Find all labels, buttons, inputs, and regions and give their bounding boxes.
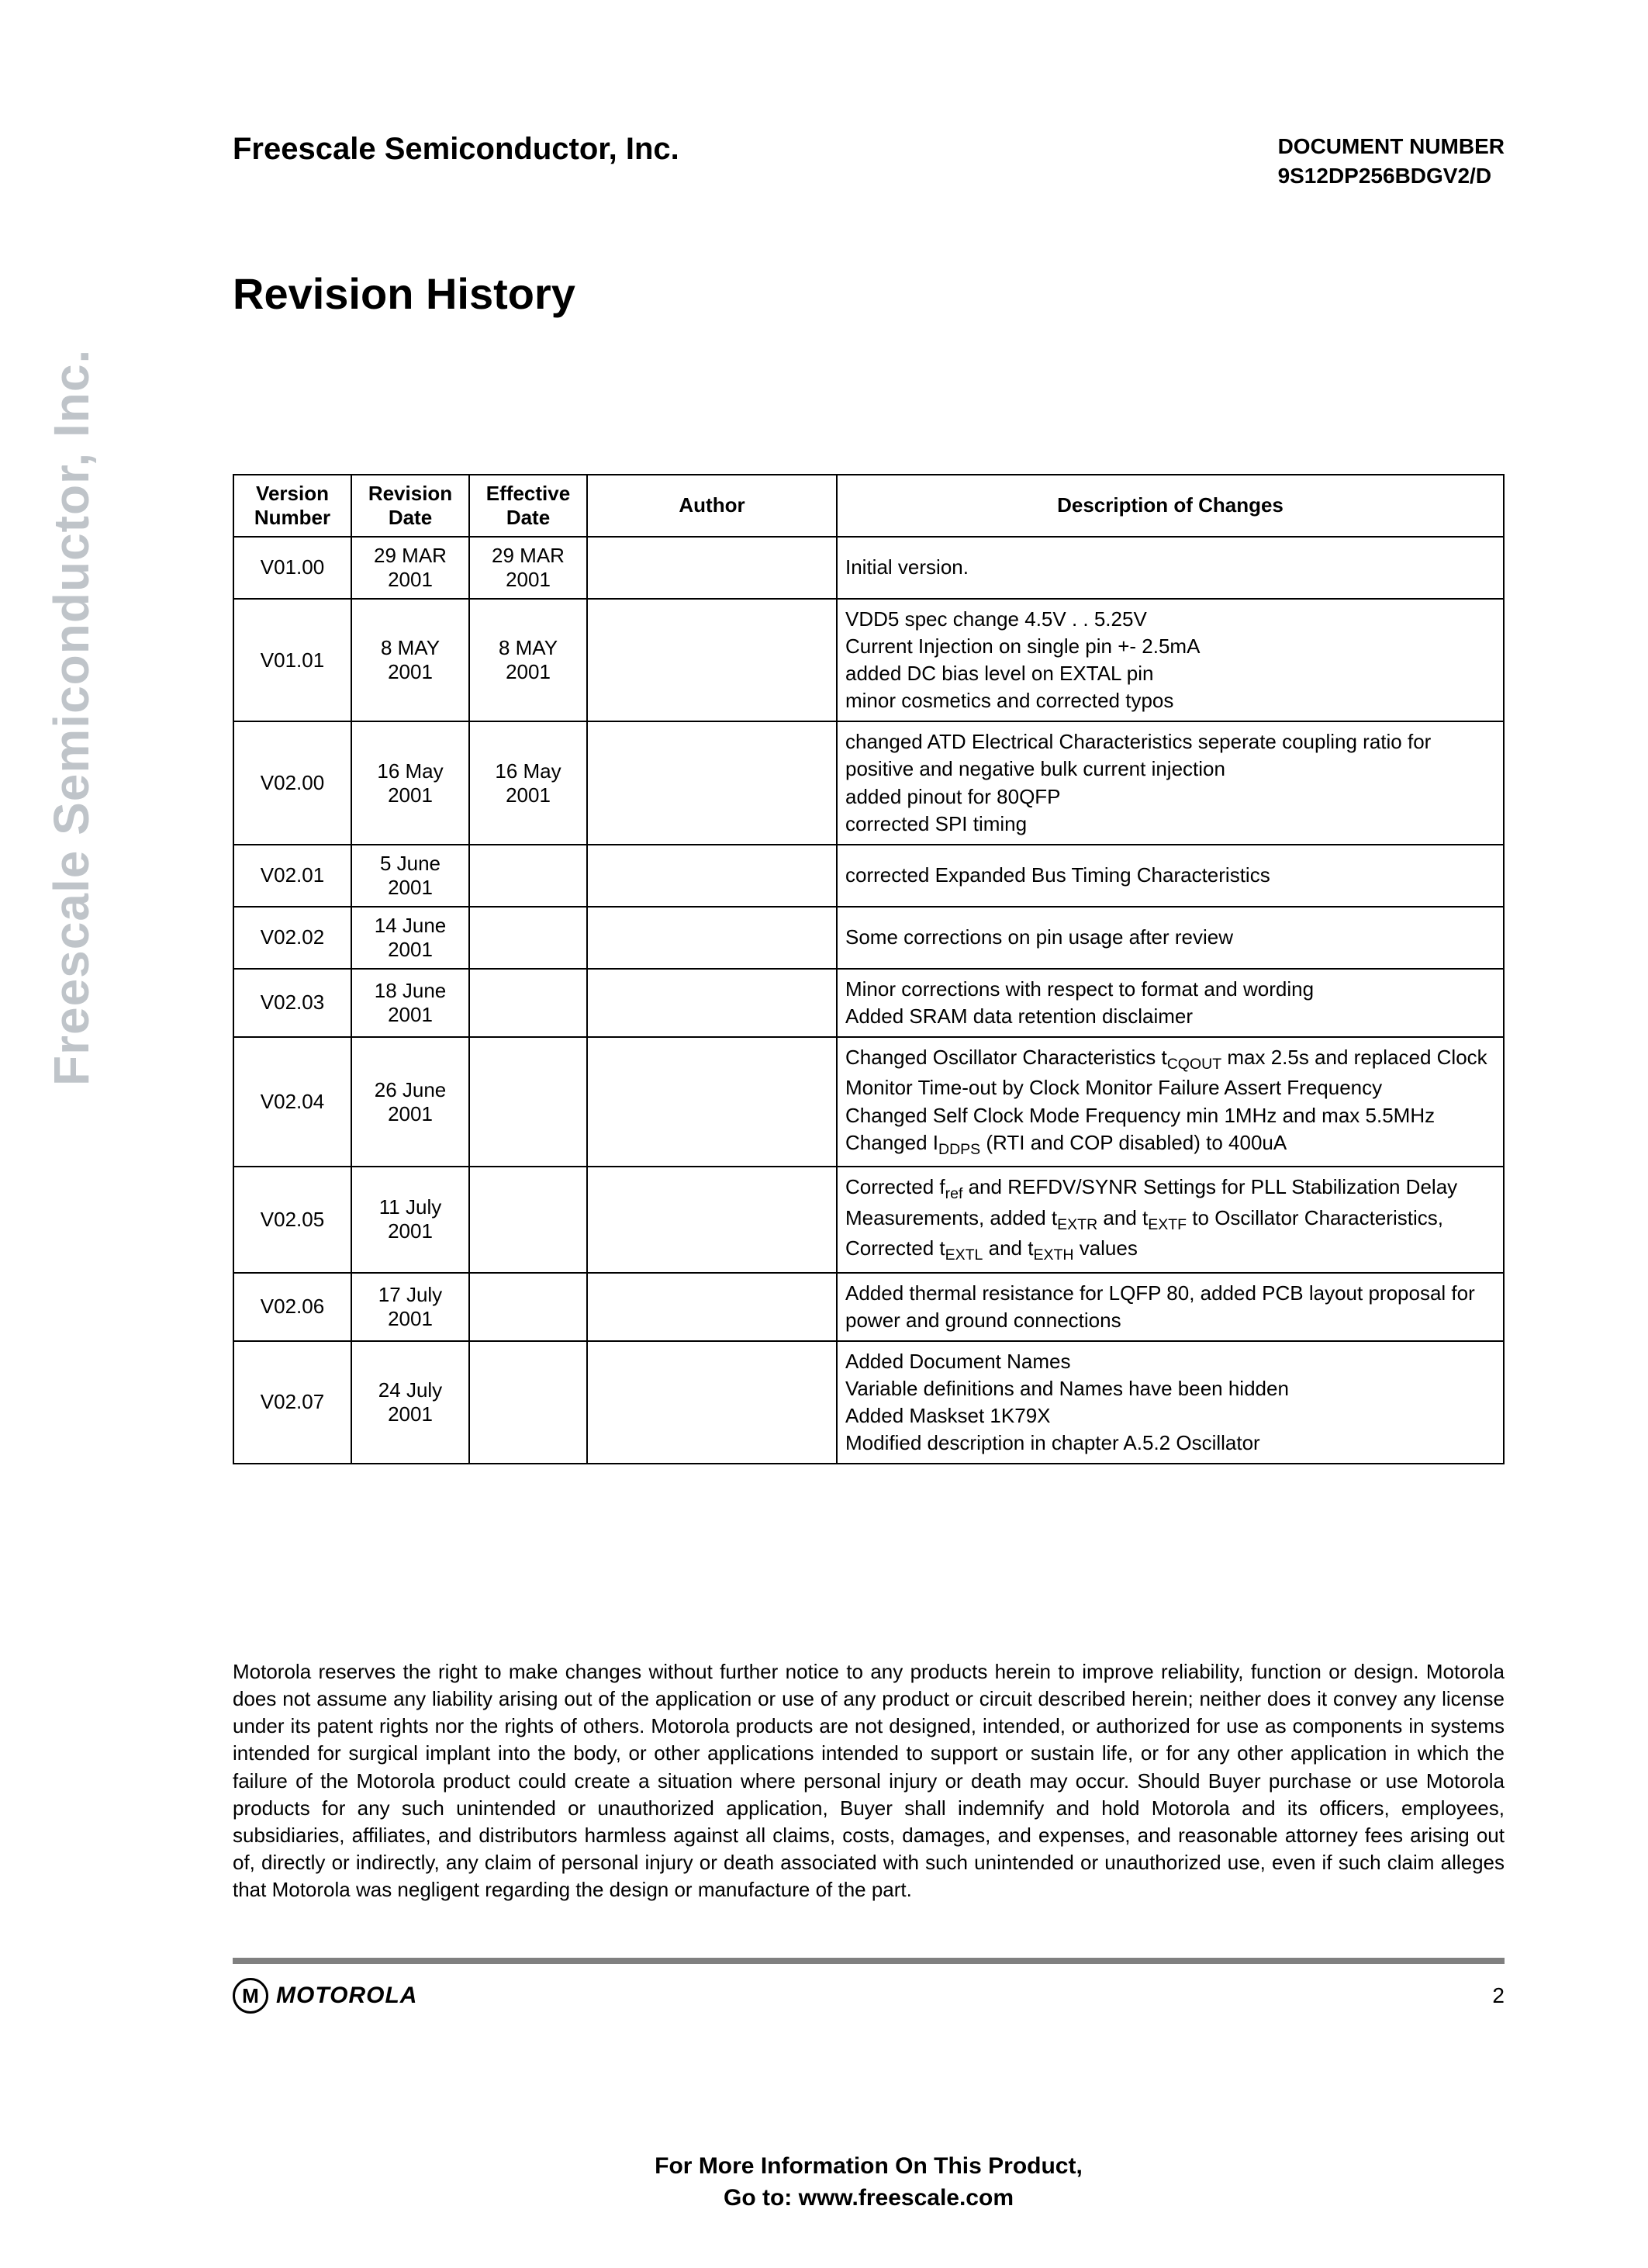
page-content: Freescale Semiconductor, Inc. DOCUMENT N… [233,132,1505,2014]
cell-revision-date: 14 June2001 [351,907,469,969]
cell-author [587,1341,837,1464]
col-header-author: Author [587,475,837,537]
cell-author [587,537,837,599]
cell-effective-date: 8 MAY2001 [469,599,587,721]
footer-more-info-line1: For More Information On This Product, [233,2151,1505,2183]
cell-revision-date: 26 June2001 [351,1037,469,1167]
table-row: V02.0016 May200116 May2001changed ATD El… [233,721,1504,844]
table-row: V02.0617 July2001 Added thermal resistanc… [233,1273,1504,1341]
cell-version: V02.00 [233,721,351,844]
cell-description: Initial version. [837,537,1504,599]
motorola-logo: M MOTOROLA [233,1978,417,2014]
cell-effective-date [469,969,587,1037]
cell-effective-date [469,1273,587,1341]
table-row: V02.015 June2001 corrected Expanded Bus T… [233,845,1504,907]
col-header-effdate: EffectiveDate [469,475,587,537]
cell-version: V01.00 [233,537,351,599]
cell-revision-date: 8 MAY2001 [351,599,469,721]
cell-author [587,1037,837,1167]
cell-version: V02.02 [233,907,351,969]
cell-effective-date [469,1037,587,1167]
footer-more-info: For More Information On This Product, Go… [233,2151,1505,2214]
cell-revision-date: 5 June2001 [351,845,469,907]
cell-revision-date: 11 July2001 [351,1167,469,1273]
col-header-revdate: RevisionDate [351,475,469,537]
table-row: V02.0426 June2001 Changed Oscillator Char… [233,1037,1504,1167]
header-row: Freescale Semiconductor, Inc. DOCUMENT N… [233,132,1505,191]
cell-description: Minor corrections with respect to format… [837,969,1504,1037]
cell-version: V01.01 [233,599,351,721]
cell-author [587,845,837,907]
doc-number-value: 9S12DP256BDGV2/D [1278,161,1505,191]
cell-revision-date: 18 June2001 [351,969,469,1037]
table-header-row: VersionNumber RevisionDate EffectiveDate… [233,475,1504,537]
cell-description: Corrected fref and REFDV/SYNR Settings f… [837,1167,1504,1273]
motorola-logo-word: MOTOROLA [276,1983,417,2009]
cell-revision-date: 17 July2001 [351,1273,469,1341]
side-company-text: Freescale Semiconductor, Inc. [43,349,100,1086]
cell-version: V02.01 [233,845,351,907]
legal-disclaimer: Motorola reserves the right to make chan… [233,1658,1505,1903]
cell-revision-date: 24 July2001 [351,1341,469,1464]
cell-effective-date: 29 MAR2001 [469,537,587,599]
cell-description: Added thermal resistance for LQFP 80, ad… [837,1273,1504,1341]
cell-author [587,1167,837,1273]
cell-effective-date [469,1341,587,1464]
motorola-logo-mark: M [233,1978,268,2014]
col-header-version: VersionNumber [233,475,351,537]
table-row: V01.0029 MAR200129 MAR2001Initial versio… [233,537,1504,599]
cell-version: V02.04 [233,1037,351,1167]
cell-description: changed ATD Electrical Characteristics s… [837,721,1504,844]
doc-number-block: DOCUMENT NUMBER 9S12DP256BDGV2/D [1278,132,1505,191]
footer-rule [233,1958,1505,1964]
footer-row: M MOTOROLA 2 [233,1978,1505,2014]
table-row: V02.0318 June2001 Minor corrections with … [233,969,1504,1037]
table-row: V01.018 MAY20018 MAY2001VDD5 spec change… [233,599,1504,721]
cell-description: VDD5 spec change 4.5V . . 5.25VCurrent I… [837,599,1504,721]
page-title: Revision History [233,268,1505,319]
cell-version: V02.03 [233,969,351,1037]
cell-effective-date [469,1167,587,1273]
cell-version: V02.05 [233,1167,351,1273]
table-row: V02.0724 July2001 Added Document NamesVar… [233,1341,1504,1464]
cell-effective-date [469,907,587,969]
cell-author [587,1273,837,1341]
cell-description: Changed Oscillator Characteristics tCQOU… [837,1037,1504,1167]
table-row: V02.0214 June2001 Some corrections on pin… [233,907,1504,969]
cell-author [587,721,837,844]
cell-version: V02.07 [233,1341,351,1464]
page-number: 2 [1492,1983,1505,2008]
table-row: V02.0511 July2001 Corrected fref and REFD… [233,1167,1504,1273]
cell-revision-date: 16 May2001 [351,721,469,844]
cell-effective-date: 16 May2001 [469,721,587,844]
revision-history-table: VersionNumber RevisionDate EffectiveDate… [233,474,1505,1465]
doc-number-label: DOCUMENT NUMBER [1278,132,1505,161]
col-header-desc: Description of Changes [837,475,1504,537]
company-name: Freescale Semiconductor, Inc. [233,132,679,167]
cell-author [587,969,837,1037]
cell-description: corrected Expanded Bus Timing Characteri… [837,845,1504,907]
cell-author [587,599,837,721]
cell-revision-date: 29 MAR2001 [351,537,469,599]
cell-effective-date [469,845,587,907]
cell-author [587,907,837,969]
cell-description: Some corrections on pin usage after revi… [837,907,1504,969]
cell-description: Added Document NamesVariable definitions… [837,1341,1504,1464]
cell-version: V02.06 [233,1273,351,1341]
footer-more-info-line2: Go to: www.freescale.com [233,2183,1505,2214]
